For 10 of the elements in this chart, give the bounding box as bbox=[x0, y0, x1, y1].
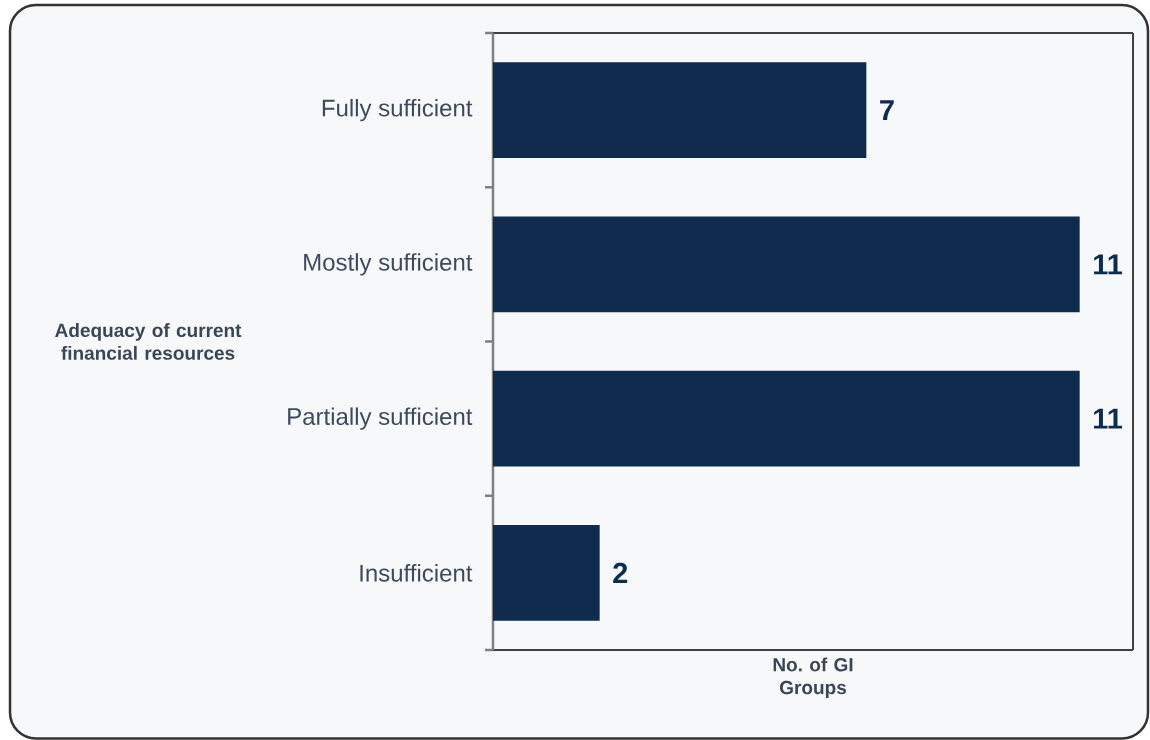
y-tick-label: Insufficient bbox=[360, 564, 473, 582]
data-label: 7 bbox=[880, 100, 894, 121]
y-tick-label: Partially sufficient bbox=[288, 407, 473, 430]
y-axis-title: Adequacy of current financial resources bbox=[55, 323, 242, 360]
data-label: 11 bbox=[1094, 408, 1123, 429]
y-tick-label: Mostly sufficient bbox=[304, 253, 473, 276]
y-tick-label: Fully sufficient bbox=[322, 98, 473, 122]
x-axis-title: No. of GI Groups bbox=[773, 657, 853, 699]
data-label: 11 bbox=[1094, 254, 1123, 275]
data-label: 2 bbox=[613, 562, 628, 583]
